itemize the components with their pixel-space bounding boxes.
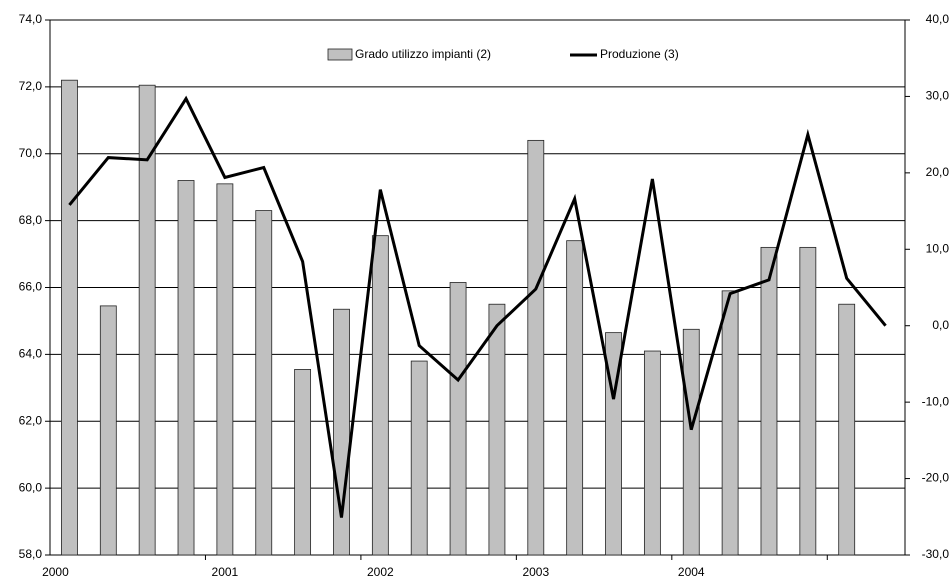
bar [410,360,428,556]
y2-tick-label: -10,0 [922,394,950,408]
y-tick-label: 58,0 [19,547,43,561]
y-tick-label: 60,0 [19,480,43,494]
x-tick-label: 2004 [678,565,705,579]
bar [527,139,545,556]
y2-tick-label: 0,0 [932,318,949,332]
x-tick-label: 2002 [367,565,394,579]
y2-tick-label: 40,0 [926,12,950,26]
bar [216,183,234,556]
bar [838,303,856,556]
legend-label: Produzione (3) [600,47,679,61]
bar [138,84,156,556]
bar [333,308,350,556]
y2-tick-label: -30,0 [922,547,950,561]
line [68,95,887,518]
bar [760,246,778,556]
bar [99,305,117,556]
bar [177,180,195,556]
bar [799,246,817,556]
y2-tick-label: 20,0 [926,165,950,179]
y2-tick-label: -20,0 [922,471,950,485]
x-tick-label: 2003 [522,565,549,579]
bar [255,210,273,556]
y-tick-label: 68,0 [19,213,43,227]
y-tick-label: 66,0 [19,280,43,294]
bar [449,282,467,556]
y2-tick-label: 30,0 [926,89,950,103]
legend-swatch [327,48,353,61]
bar [566,240,584,556]
y-tick-label: 72,0 [19,79,43,93]
bar [371,235,389,556]
y-tick-label: 62,0 [19,413,43,427]
bar [488,303,506,556]
bar [294,369,312,556]
y-tick-label: 74,0 [19,12,43,26]
y-tick-label: 64,0 [19,347,43,361]
bar [61,79,78,556]
x-tick-label: 2000 [42,565,69,579]
y2-tick-label: 10,0 [926,241,950,255]
bar [721,290,739,556]
y-tick-label: 70,0 [19,146,43,160]
bar [605,332,622,556]
bar [682,328,700,556]
x-tick-label: 2001 [212,565,239,579]
legend-label: Grado utilizzo impianti (2) [355,47,491,61]
bar [643,350,661,556]
